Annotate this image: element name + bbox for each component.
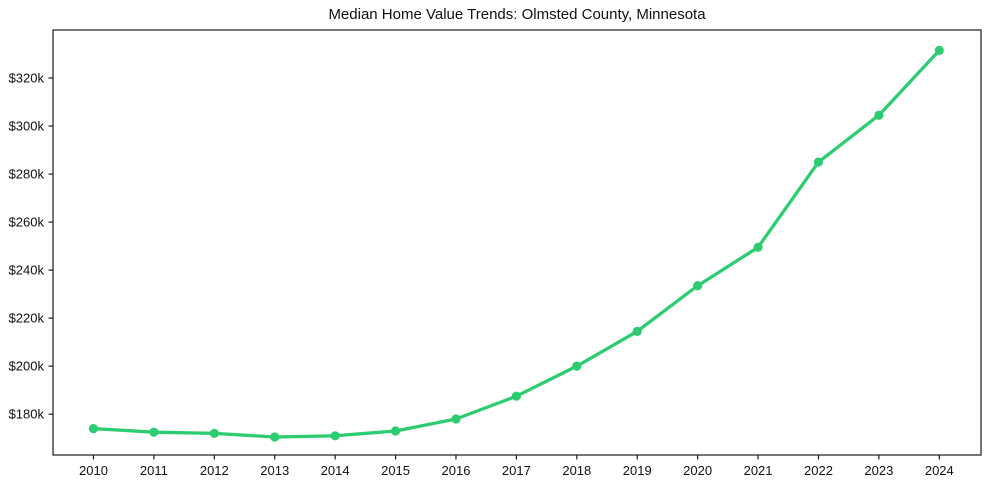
x-axis-tick-label: 2019 [623, 463, 652, 478]
x-axis-tick-label: 2015 [381, 463, 410, 478]
x-axis-tick-label: 2022 [804, 463, 833, 478]
data-point-2023 [874, 110, 884, 120]
data-point-2015 [390, 426, 401, 436]
data-point-2024 [934, 45, 944, 56]
data-point-2018 [572, 361, 582, 371]
data-point-2014 [330, 431, 340, 441]
data-point-2010 [88, 423, 99, 434]
y-axis-tick-label: $180k [9, 407, 45, 422]
data-point-2011 [149, 427, 159, 437]
data-point-2022 [813, 157, 824, 167]
x-axis-tick-label: 2017 [502, 463, 531, 478]
x-axis-tick-label: 2016 [442, 463, 471, 478]
x-axis-tick-label: 2014 [321, 463, 350, 478]
x-axis-tick-label: 2021 [744, 463, 773, 478]
x-axis-tick-label: 2010 [79, 463, 108, 478]
x-axis-tick-label: 2024 [925, 463, 954, 478]
y-axis-tick-label: $220k [9, 311, 45, 326]
data-point-2017 [511, 391, 521, 401]
x-axis-tick-label: 2012 [200, 463, 229, 478]
x-axis-tick-label: 2023 [864, 463, 893, 478]
data-point-2016 [451, 414, 461, 424]
x-axis-tick-label: 2013 [260, 463, 289, 478]
plot-border [52, 29, 982, 456]
data-point-2013 [270, 432, 280, 442]
y-axis-tick-label: $320k [9, 71, 45, 86]
data-point-2021 [753, 242, 763, 252]
y-axis-tick-label: $280k [9, 167, 45, 182]
data-point-2012 [209, 428, 219, 438]
x-axis-tick-label: 2018 [562, 463, 591, 478]
y-axis-tick-label: $300k [9, 119, 45, 134]
data-point-2020 [693, 281, 703, 291]
x-axis-tick-label: 2011 [140, 463, 168, 478]
y-axis-tick-label: $240k [9, 263, 45, 278]
trend-line [91, 48, 941, 439]
chart-title: Median Home Value Trends: Olmsted County… [328, 6, 706, 23]
y-axis-tick-label: $260k [9, 215, 45, 230]
data-point-2019 [632, 326, 642, 336]
x-axis-tick-label: 2020 [683, 463, 712, 478]
y-axis-tick-label: $200k [9, 359, 45, 374]
